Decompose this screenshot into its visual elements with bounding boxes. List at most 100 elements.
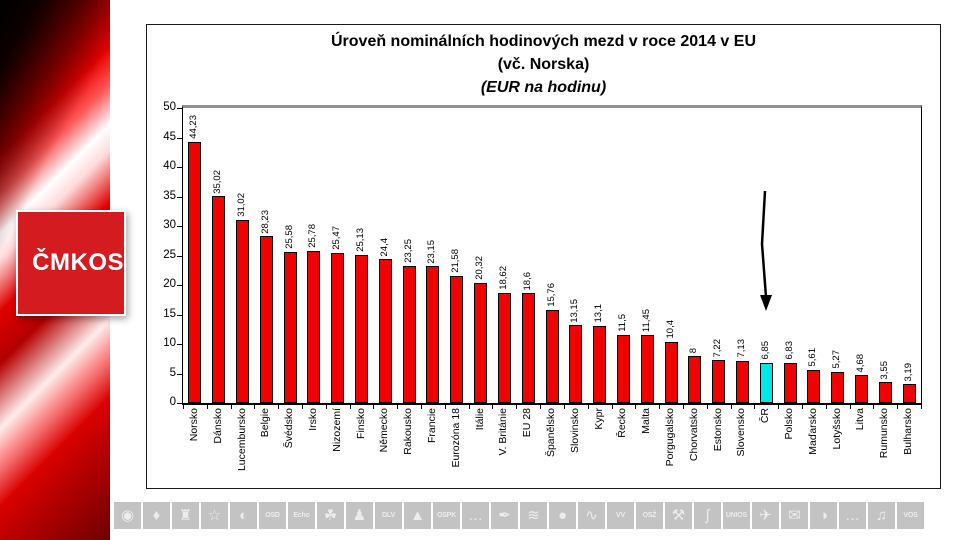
waves-icon: ∿ [578,502,605,529]
figure-icon: ♟ [346,502,373,529]
y-axis-tick [177,108,183,109]
emblem-icon: ◉ [114,502,141,529]
bar [307,250,321,403]
x-axis-category-label: EU 28 [521,408,534,438]
bar-value-label: 5,61 [807,348,819,367]
union-text-logo-1: … [462,502,489,529]
bar [712,360,726,403]
y-axis-tick [177,255,183,257]
y-axis-tick-label: 25 [163,248,176,261]
y-axis-tick-label: 10 [163,337,176,349]
bar-value-label: 13,15 [569,298,581,323]
y-axis-tick-label: 30 [163,219,176,231]
airplane-icon: ✈ [752,502,779,529]
y-axis-tick-label: 45 [163,130,176,143]
circle-half-icon: ◑ [810,502,837,529]
cmkos-logo-text: ČMKOS [32,249,124,276]
bar [378,259,392,403]
bar-highlighted [759,362,773,403]
y-axis-tick-label: 50 [163,101,176,113]
bar [521,293,535,403]
union-text-logo-1-label: … [468,507,483,524]
bar-value-label: 5,27 [831,350,843,369]
x-axis-tick [230,403,232,409]
bar [355,254,369,403]
bar [902,384,916,403]
ribbon-icon: ≋ [520,502,547,529]
chart-title-line2: (vč. Norska) [497,56,590,73]
x-axis-category-label: Itálie [473,408,486,431]
x-axis-tick [254,403,256,409]
bar [236,219,250,403]
echo-logo-label: Echo [293,512,310,519]
bar [878,382,892,403]
x-axis-tick [730,403,732,409]
y-axis-tick-label: 15 [163,307,176,320]
bar [783,362,797,403]
bar [831,371,845,403]
x-axis-tick [635,403,637,409]
mountain-icon: ▲ [404,502,431,529]
vv-logo: VV [607,502,634,529]
vos-logo: VOS [897,502,924,529]
figure-icon-label: ♟ [352,507,367,524]
bar [402,265,416,403]
bar-value-label: 18,62 [497,266,509,291]
bar-value-label: 25,78 [307,224,319,248]
bar-value-label: 20,32 [474,256,486,281]
x-axis-category-label: Malta [640,408,653,434]
osd-logo-label: OSD [265,512,280,519]
bar-value-label: 15,76 [545,283,557,308]
x-axis-tick [444,403,446,409]
x-axis-category-label: Eurozóna 18 [449,408,462,468]
bar [259,236,273,403]
leaf-hand-icon: ☘ [317,502,344,529]
pen-icon: ✒ [491,502,518,529]
x-axis-category-label: Finsko [354,408,367,439]
x-axis-category-label: Estonsko [711,408,724,452]
chart-title-line1: Úroveň nominálních hodinových mezd v roc… [330,33,756,50]
dlv-logo-label: DLV [382,512,395,519]
x-axis-tick [373,403,375,409]
union-text-logo-2-label: … [845,507,860,524]
unios-logo-label: UNIOS [725,512,748,519]
tower-icon-label: ♜ [178,507,193,524]
goblet-icon: ♦ [143,502,170,529]
bar [569,325,583,403]
x-axis-tick [302,403,304,409]
bar-value-label: 8 [688,347,700,353]
x-axis-tick [754,403,756,409]
x-axis-tick [325,403,327,409]
bar-value-label: 7,13 [735,339,747,358]
bar [426,266,440,403]
x-axis-tick [849,403,851,409]
bar-value-label: 6,85 [759,341,771,360]
x-axis-tick [659,403,661,409]
bar [450,275,464,403]
bar [497,293,511,403]
s-curve-icon: ∫ [694,502,721,529]
vv-logo-label: VV [616,512,625,519]
bar-value-label: 3,19 [902,362,914,382]
mountain-icon-label: ▲ [410,507,425,524]
x-axis-category-label: Belgie [259,408,272,438]
x-axis-category-label: Lotyšsko [830,408,843,450]
x-axis-tick [563,403,565,409]
x-axis-category-label: Maďarsko [806,408,819,455]
globe-icon-label: ● [557,507,568,524]
x-axis-tick [778,403,780,409]
posthorn-icon: ✉ [781,502,808,529]
x-axis-tick [468,403,470,409]
airplane-icon-label: ✈ [759,507,772,524]
x-axis-tick [921,403,922,409]
x-axis-category-label: Španělsko [545,408,557,458]
bar-value-label: 28,23 [259,209,271,234]
emblem-icon-label: ◉ [120,507,135,524]
ribbon-icon-label: ≋ [527,507,540,524]
union-text-logo-2: … [839,502,866,529]
x-axis-tick [587,403,589,409]
x-axis-tick [897,403,899,409]
x-axis-tick [516,403,518,409]
goblet-icon-label: ♦ [152,507,161,524]
